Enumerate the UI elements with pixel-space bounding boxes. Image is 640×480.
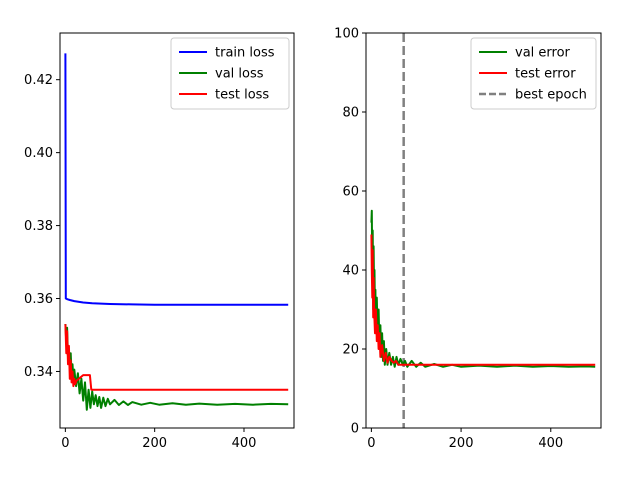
y-tick-label: 0.38 [24, 219, 53, 234]
series-line-val-loss [64, 324, 289, 411]
series-line-train-loss [64, 53, 289, 306]
y-tick-label: 0.42 [24, 73, 53, 88]
plot-frame [59, 32, 295, 429]
x-tick-label: 400 [232, 436, 257, 451]
legend-label: test error [515, 67, 576, 82]
series-line-test-error [370, 234, 596, 366]
legend-label: train loss [215, 46, 275, 61]
x-tick-label: 400 [538, 436, 563, 451]
y-tick-label: 80 [342, 106, 359, 121]
y-tick-label: 100 [334, 27, 359, 42]
y-tick-label: 0.34 [24, 365, 53, 380]
legend-label: val loss [215, 67, 264, 82]
error-chart: 0 200 400 0 20 40 60 80 100 val error test error be… [334, 27, 602, 451]
y-tick-label: 0 [351, 422, 359, 437]
loss-chart: 0 200 400 0.34 0.36 0.38 0.40 0.42 train loss val… [24, 32, 295, 451]
legend-label: best epoch [515, 88, 587, 103]
y-tick-label: 40 [342, 264, 359, 279]
y-tick-label: 60 [342, 185, 359, 200]
x-tick-label: 200 [142, 436, 167, 451]
y-tick-label: 0.36 [24, 292, 53, 307]
series-line-test-loss [64, 324, 289, 391]
y-tick-label: 0.40 [24, 146, 53, 161]
series-line-val-error [370, 209, 596, 368]
x-tick-label: 0 [367, 436, 375, 451]
legend: val error test error best epoch [470, 37, 597, 110]
y-tick-label: 20 [342, 343, 359, 358]
legend-label: val error [515, 46, 571, 61]
x-tick-label: 200 [449, 436, 474, 451]
x-tick-label: 0 [61, 436, 69, 451]
legend: train loss val loss test loss [170, 37, 290, 110]
legend-label: test loss [215, 88, 269, 103]
plot-frame [365, 32, 602, 429]
